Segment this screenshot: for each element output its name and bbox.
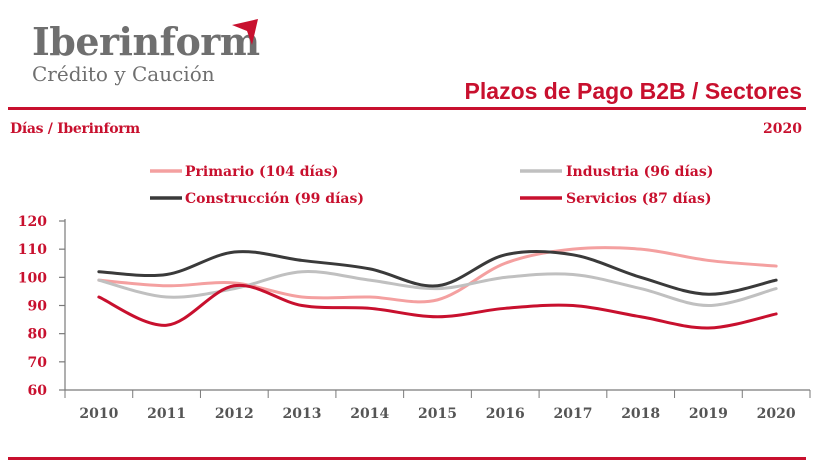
x-tick-label: 2015 [418,406,457,422]
legend-label: Primario (104 días) [185,164,338,180]
legend-label: Industria (96 días) [566,164,713,180]
bottom-divider [8,457,806,460]
y-tick-label: 120 [18,214,47,230]
series-line-4 [97,283,778,330]
legend-label: Construcción (99 días) [185,191,364,207]
series-line-1 [97,246,778,304]
x-tick-label: 2020 [757,406,796,422]
y-tick-label: 80 [28,327,48,343]
x-tick-label: 2019 [689,406,728,422]
top-divider [8,107,806,110]
series-line-2 [97,270,778,307]
logo-arrow-icon [232,19,258,45]
y-tick-label: 90 [28,299,48,315]
brand-subtitle: Crédito y Caución [32,62,215,86]
x-tick-label: 2014 [350,406,389,422]
x-tick-label: 2016 [486,406,525,422]
x-tick-label: 2017 [553,406,592,422]
y-tick-label: 100 [18,270,47,286]
x-tick-label: 2018 [621,406,660,422]
series-line-3 [97,249,778,296]
x-tick-label: 2010 [79,406,118,422]
y-tick-label: 60 [28,383,48,399]
x-tick-label: 2011 [147,406,186,422]
y-tick-label: 70 [28,355,48,371]
x-tick-label: 2013 [283,406,322,422]
y-tick-label: 110 [18,242,47,258]
chart-title: Plazos de Pago B2B / Sectores [464,78,802,104]
year-label: 2020 [763,121,802,137]
unit-source-label: Días / Iberinform [10,121,140,137]
x-tick-label: 2012 [215,406,254,422]
legend-label: Servicios (87 días) [566,191,711,207]
brand-logo: Iberinform Crédito y Caución [32,19,260,87]
brand-name: Iberinform [32,19,260,64]
